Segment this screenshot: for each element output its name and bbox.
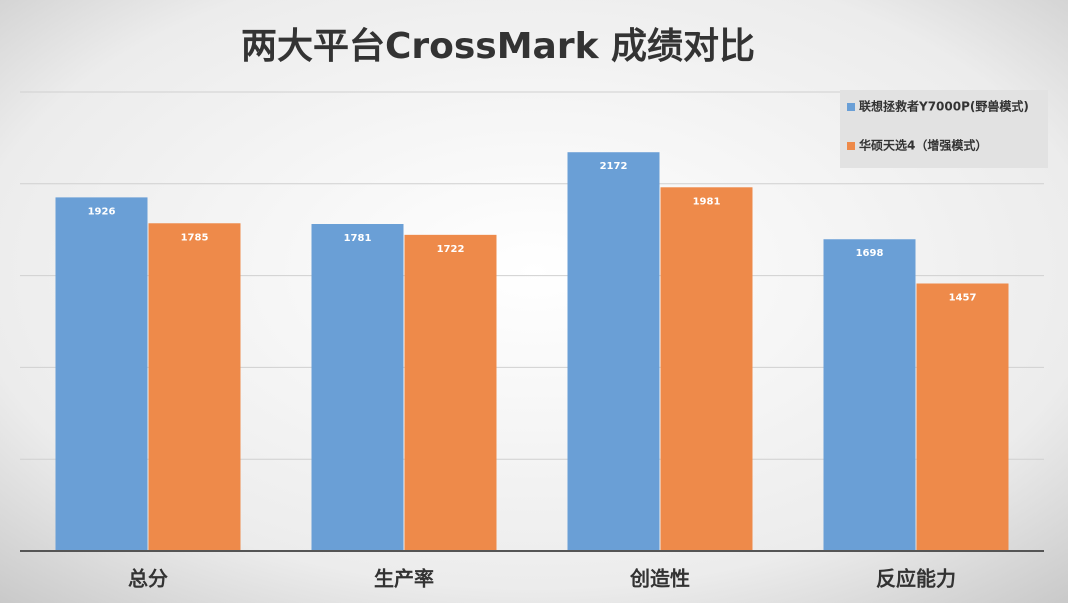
legend-label: 华硕天选4（增强模式） xyxy=(859,138,987,153)
data-label: 1457 xyxy=(949,292,977,303)
bar xyxy=(660,187,753,552)
data-label: 1781 xyxy=(344,233,372,244)
data-label: 1926 xyxy=(88,206,116,217)
bar xyxy=(148,223,241,552)
data-label: 1722 xyxy=(437,244,465,255)
legend-box xyxy=(840,90,1048,168)
bar xyxy=(916,283,1009,551)
chart-title: 两大平台CrossMark 成绩对比 xyxy=(241,26,755,67)
data-label: 1785 xyxy=(181,232,209,243)
legend-swatch xyxy=(847,142,855,150)
data-label: 1981 xyxy=(693,196,721,207)
data-label: 2172 xyxy=(600,161,628,172)
x-tick-label: 生产率 xyxy=(374,567,434,591)
data-label: 1698 xyxy=(856,248,884,259)
x-tick-label: 反应能力 xyxy=(876,567,956,591)
bar xyxy=(311,224,404,551)
legend-label: 联想拯救者Y7000P(野兽模式) xyxy=(859,99,1029,114)
x-tick-label: 总分 xyxy=(128,567,168,591)
x-tick-label: 创造性 xyxy=(629,567,690,591)
bar xyxy=(55,197,148,551)
bar xyxy=(567,152,660,551)
bar xyxy=(404,234,497,551)
bar xyxy=(823,239,916,551)
legend-swatch xyxy=(847,103,855,111)
